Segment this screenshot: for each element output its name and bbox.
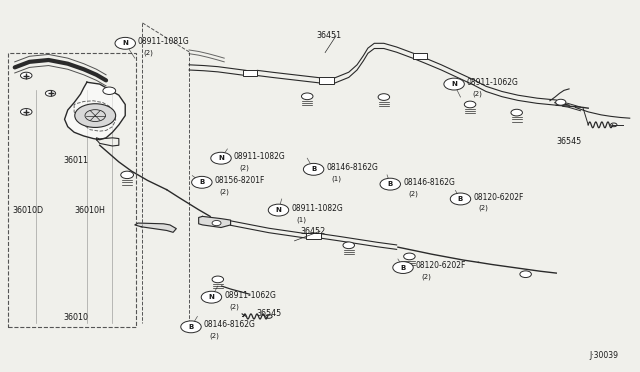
Bar <box>413 52 428 59</box>
Text: B: B <box>388 181 393 187</box>
Polygon shape <box>198 217 230 228</box>
Text: 08911-1082G: 08911-1082G <box>291 204 343 213</box>
Text: 36010: 36010 <box>63 313 88 322</box>
Text: (2): (2) <box>421 273 431 280</box>
Text: 08911-1082G: 08911-1082G <box>234 152 285 161</box>
Text: 08156-8201F: 08156-8201F <box>214 176 265 185</box>
Bar <box>319 77 334 84</box>
Text: (2): (2) <box>229 303 239 310</box>
Text: N: N <box>122 40 128 46</box>
Text: B: B <box>458 196 463 202</box>
Circle shape <box>45 90 56 96</box>
Text: N: N <box>209 294 214 300</box>
Text: B: B <box>311 166 316 172</box>
Text: 36010D: 36010D <box>12 206 44 215</box>
Circle shape <box>556 99 566 105</box>
Text: (2): (2) <box>239 164 249 171</box>
Circle shape <box>380 178 401 190</box>
Text: 08146-8162G: 08146-8162G <box>326 163 378 172</box>
Text: N: N <box>276 207 282 213</box>
Text: 08146-8162G: 08146-8162G <box>204 321 255 330</box>
Text: (1): (1) <box>296 216 307 222</box>
Text: J·30039: J·30039 <box>590 351 619 360</box>
Circle shape <box>444 78 465 90</box>
Circle shape <box>404 253 415 260</box>
Circle shape <box>451 193 470 205</box>
Text: (2): (2) <box>472 90 482 97</box>
Circle shape <box>180 321 201 333</box>
Circle shape <box>268 204 289 216</box>
Text: 08120-6202F: 08120-6202F <box>473 193 524 202</box>
Text: N: N <box>218 155 224 161</box>
Circle shape <box>378 94 390 100</box>
Text: (2): (2) <box>478 205 488 212</box>
Polygon shape <box>135 223 176 232</box>
Text: (2): (2) <box>209 333 219 339</box>
Text: 08146-8162G: 08146-8162G <box>403 178 455 187</box>
Circle shape <box>20 72 32 79</box>
Text: 08911-1062G: 08911-1062G <box>224 291 276 300</box>
Text: B: B <box>401 264 406 270</box>
Text: 36011: 36011 <box>63 155 88 164</box>
Text: 08120-6202F: 08120-6202F <box>416 261 466 270</box>
Circle shape <box>301 93 313 100</box>
Circle shape <box>115 37 136 49</box>
Text: B: B <box>199 179 205 185</box>
Circle shape <box>212 221 221 226</box>
Text: 36010H: 36010H <box>74 206 105 215</box>
Circle shape <box>303 163 324 175</box>
Circle shape <box>103 87 116 94</box>
Circle shape <box>212 276 223 283</box>
Text: 36452: 36452 <box>301 227 326 236</box>
Circle shape <box>20 109 32 115</box>
Text: B: B <box>188 324 194 330</box>
Text: (2): (2) <box>220 188 230 195</box>
Circle shape <box>393 262 413 273</box>
Text: (1): (1) <box>332 175 342 182</box>
Circle shape <box>201 291 221 303</box>
Text: (2): (2) <box>143 49 153 56</box>
Text: 08911-1081G: 08911-1081G <box>138 37 189 46</box>
Polygon shape <box>65 82 125 140</box>
Text: 36545: 36545 <box>556 137 582 146</box>
Circle shape <box>511 109 522 116</box>
Bar <box>306 233 321 239</box>
Circle shape <box>191 176 212 188</box>
Text: 08911-1062G: 08911-1062G <box>467 78 519 87</box>
Circle shape <box>75 104 116 128</box>
Text: 36545: 36545 <box>256 310 282 318</box>
Circle shape <box>211 152 231 164</box>
Text: 36451: 36451 <box>317 31 342 41</box>
Circle shape <box>465 101 476 108</box>
Circle shape <box>343 242 355 248</box>
Circle shape <box>520 271 531 278</box>
Bar <box>243 70 257 76</box>
Text: (2): (2) <box>408 190 418 197</box>
Text: N: N <box>451 81 457 87</box>
Circle shape <box>121 171 134 179</box>
